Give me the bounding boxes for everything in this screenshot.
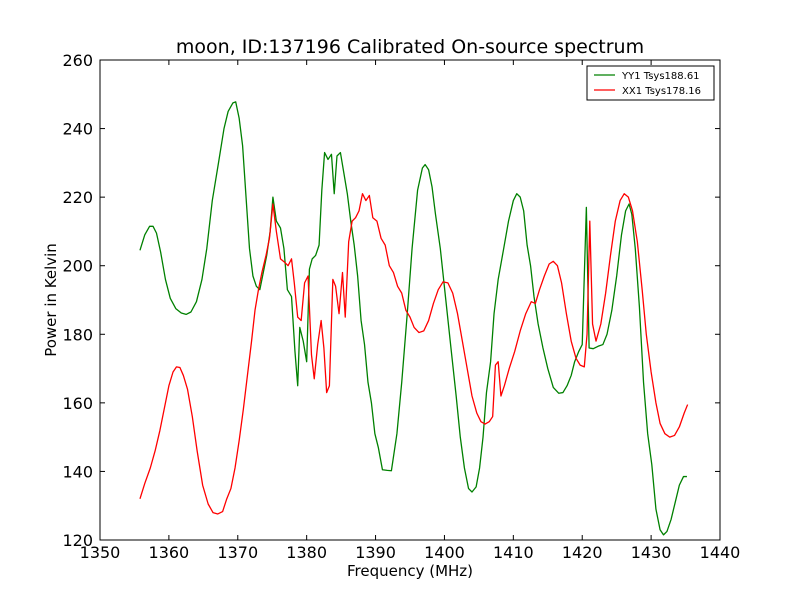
x-tick-label: 1410 [493,543,534,562]
x-tick-label: 1350 [80,543,121,562]
y-tick-label: 120 [62,531,93,550]
legend: YY1 Tsys188.61 XX1 Tsys178.16 [586,65,715,101]
y-axis-label: Power in Kelvin [42,243,60,357]
plot-content [139,101,689,536]
x-tick-label: 1400 [424,543,465,562]
plot-frame [99,59,721,541]
y-tick-label: 260 [62,51,93,70]
x-tick-label: 1440 [700,543,741,562]
x-tick-label: 1420 [562,543,603,562]
y-tick-label: 180 [62,325,93,344]
legend-label: YY1 Tsys188.61 [621,71,700,82]
y-tick-label: 140 [62,462,93,481]
x-tick-label: 1370 [217,543,258,562]
legend-label: XX1 Tsys178.16 [622,86,701,97]
y-tick-label: 200 [62,257,93,276]
x-tick-label: 1380 [286,543,327,562]
y-tick-label: 220 [62,188,93,207]
axis-ticks: 1350 1360 1370 1380 1390 1400 1410 1420 1430 1440… [62,51,740,562]
y-tick-label: 240 [62,120,93,139]
x-tick-label: 1390 [355,543,396,562]
x-axis-label: Frequency (MHz) [347,562,473,580]
y-tick-label: 160 [62,394,93,413]
series-line-1 [139,101,687,536]
axes-frame [99,59,721,541]
x-tick-label: 1430 [631,543,672,562]
x-tick-label: 1360 [149,543,190,562]
chart-title: moon, ID:137196 Calibrated On-source spe… [176,36,644,58]
legend-box [586,65,715,101]
series-line-2 [139,193,689,515]
